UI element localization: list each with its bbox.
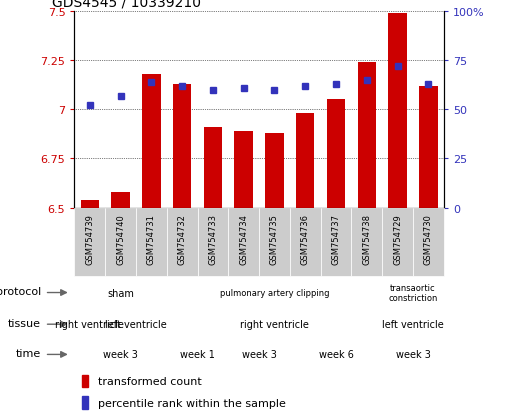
Bar: [82, 396, 88, 409]
Bar: [173, 85, 191, 208]
Bar: [136, 208, 167, 276]
Bar: [358, 63, 376, 208]
Bar: [142, 75, 161, 208]
Bar: [413, 208, 444, 276]
Text: GSM754730: GSM754730: [424, 214, 433, 264]
Bar: [234, 132, 253, 208]
Bar: [265, 133, 284, 208]
Text: week 1: week 1: [180, 349, 215, 360]
Bar: [228, 208, 259, 276]
Text: GSM754735: GSM754735: [270, 214, 279, 264]
Text: GSM754739: GSM754739: [85, 214, 94, 264]
Bar: [327, 100, 345, 208]
Text: GSM754732: GSM754732: [177, 214, 187, 264]
Bar: [198, 208, 228, 276]
Text: GSM754737: GSM754737: [331, 214, 341, 264]
Text: week 3: week 3: [396, 349, 430, 360]
Text: right ventricle: right ventricle: [55, 319, 124, 330]
Bar: [111, 192, 130, 208]
Text: protocol: protocol: [0, 286, 41, 296]
Text: pulmonary artery clipping: pulmonary artery clipping: [220, 288, 329, 297]
Bar: [259, 208, 290, 276]
Bar: [81, 200, 99, 208]
Text: time: time: [16, 348, 41, 358]
Bar: [105, 208, 136, 276]
Bar: [321, 208, 351, 276]
Text: left ventricle: left ventricle: [105, 319, 167, 330]
Bar: [167, 208, 198, 276]
Text: sham: sham: [107, 288, 134, 298]
Text: transformed count: transformed count: [98, 376, 202, 386]
Text: week 3: week 3: [242, 349, 277, 360]
Text: GSM754740: GSM754740: [116, 214, 125, 264]
Text: percentile rank within the sample: percentile rank within the sample: [98, 398, 286, 408]
Text: tissue: tissue: [8, 318, 41, 328]
Bar: [82, 375, 88, 387]
Bar: [290, 208, 321, 276]
Bar: [204, 128, 222, 208]
Text: GSM754736: GSM754736: [301, 214, 310, 264]
Text: week 3: week 3: [103, 349, 138, 360]
Bar: [296, 114, 314, 208]
Bar: [388, 14, 407, 208]
Bar: [382, 208, 413, 276]
Text: GSM754734: GSM754734: [239, 214, 248, 264]
Text: left ventricle: left ventricle: [382, 319, 444, 330]
Text: GSM754738: GSM754738: [362, 214, 371, 264]
Text: right ventricle: right ventricle: [240, 319, 309, 330]
Text: GSM754733: GSM754733: [208, 214, 218, 264]
Text: GSM754729: GSM754729: [393, 214, 402, 264]
Bar: [74, 208, 105, 276]
Bar: [351, 208, 382, 276]
Text: GSM754731: GSM754731: [147, 214, 156, 264]
Text: transaortic
constriction: transaortic constriction: [388, 283, 438, 302]
Bar: [419, 86, 438, 208]
Text: GDS4545 / 10339210: GDS4545 / 10339210: [52, 0, 201, 9]
Text: week 6: week 6: [319, 349, 353, 360]
